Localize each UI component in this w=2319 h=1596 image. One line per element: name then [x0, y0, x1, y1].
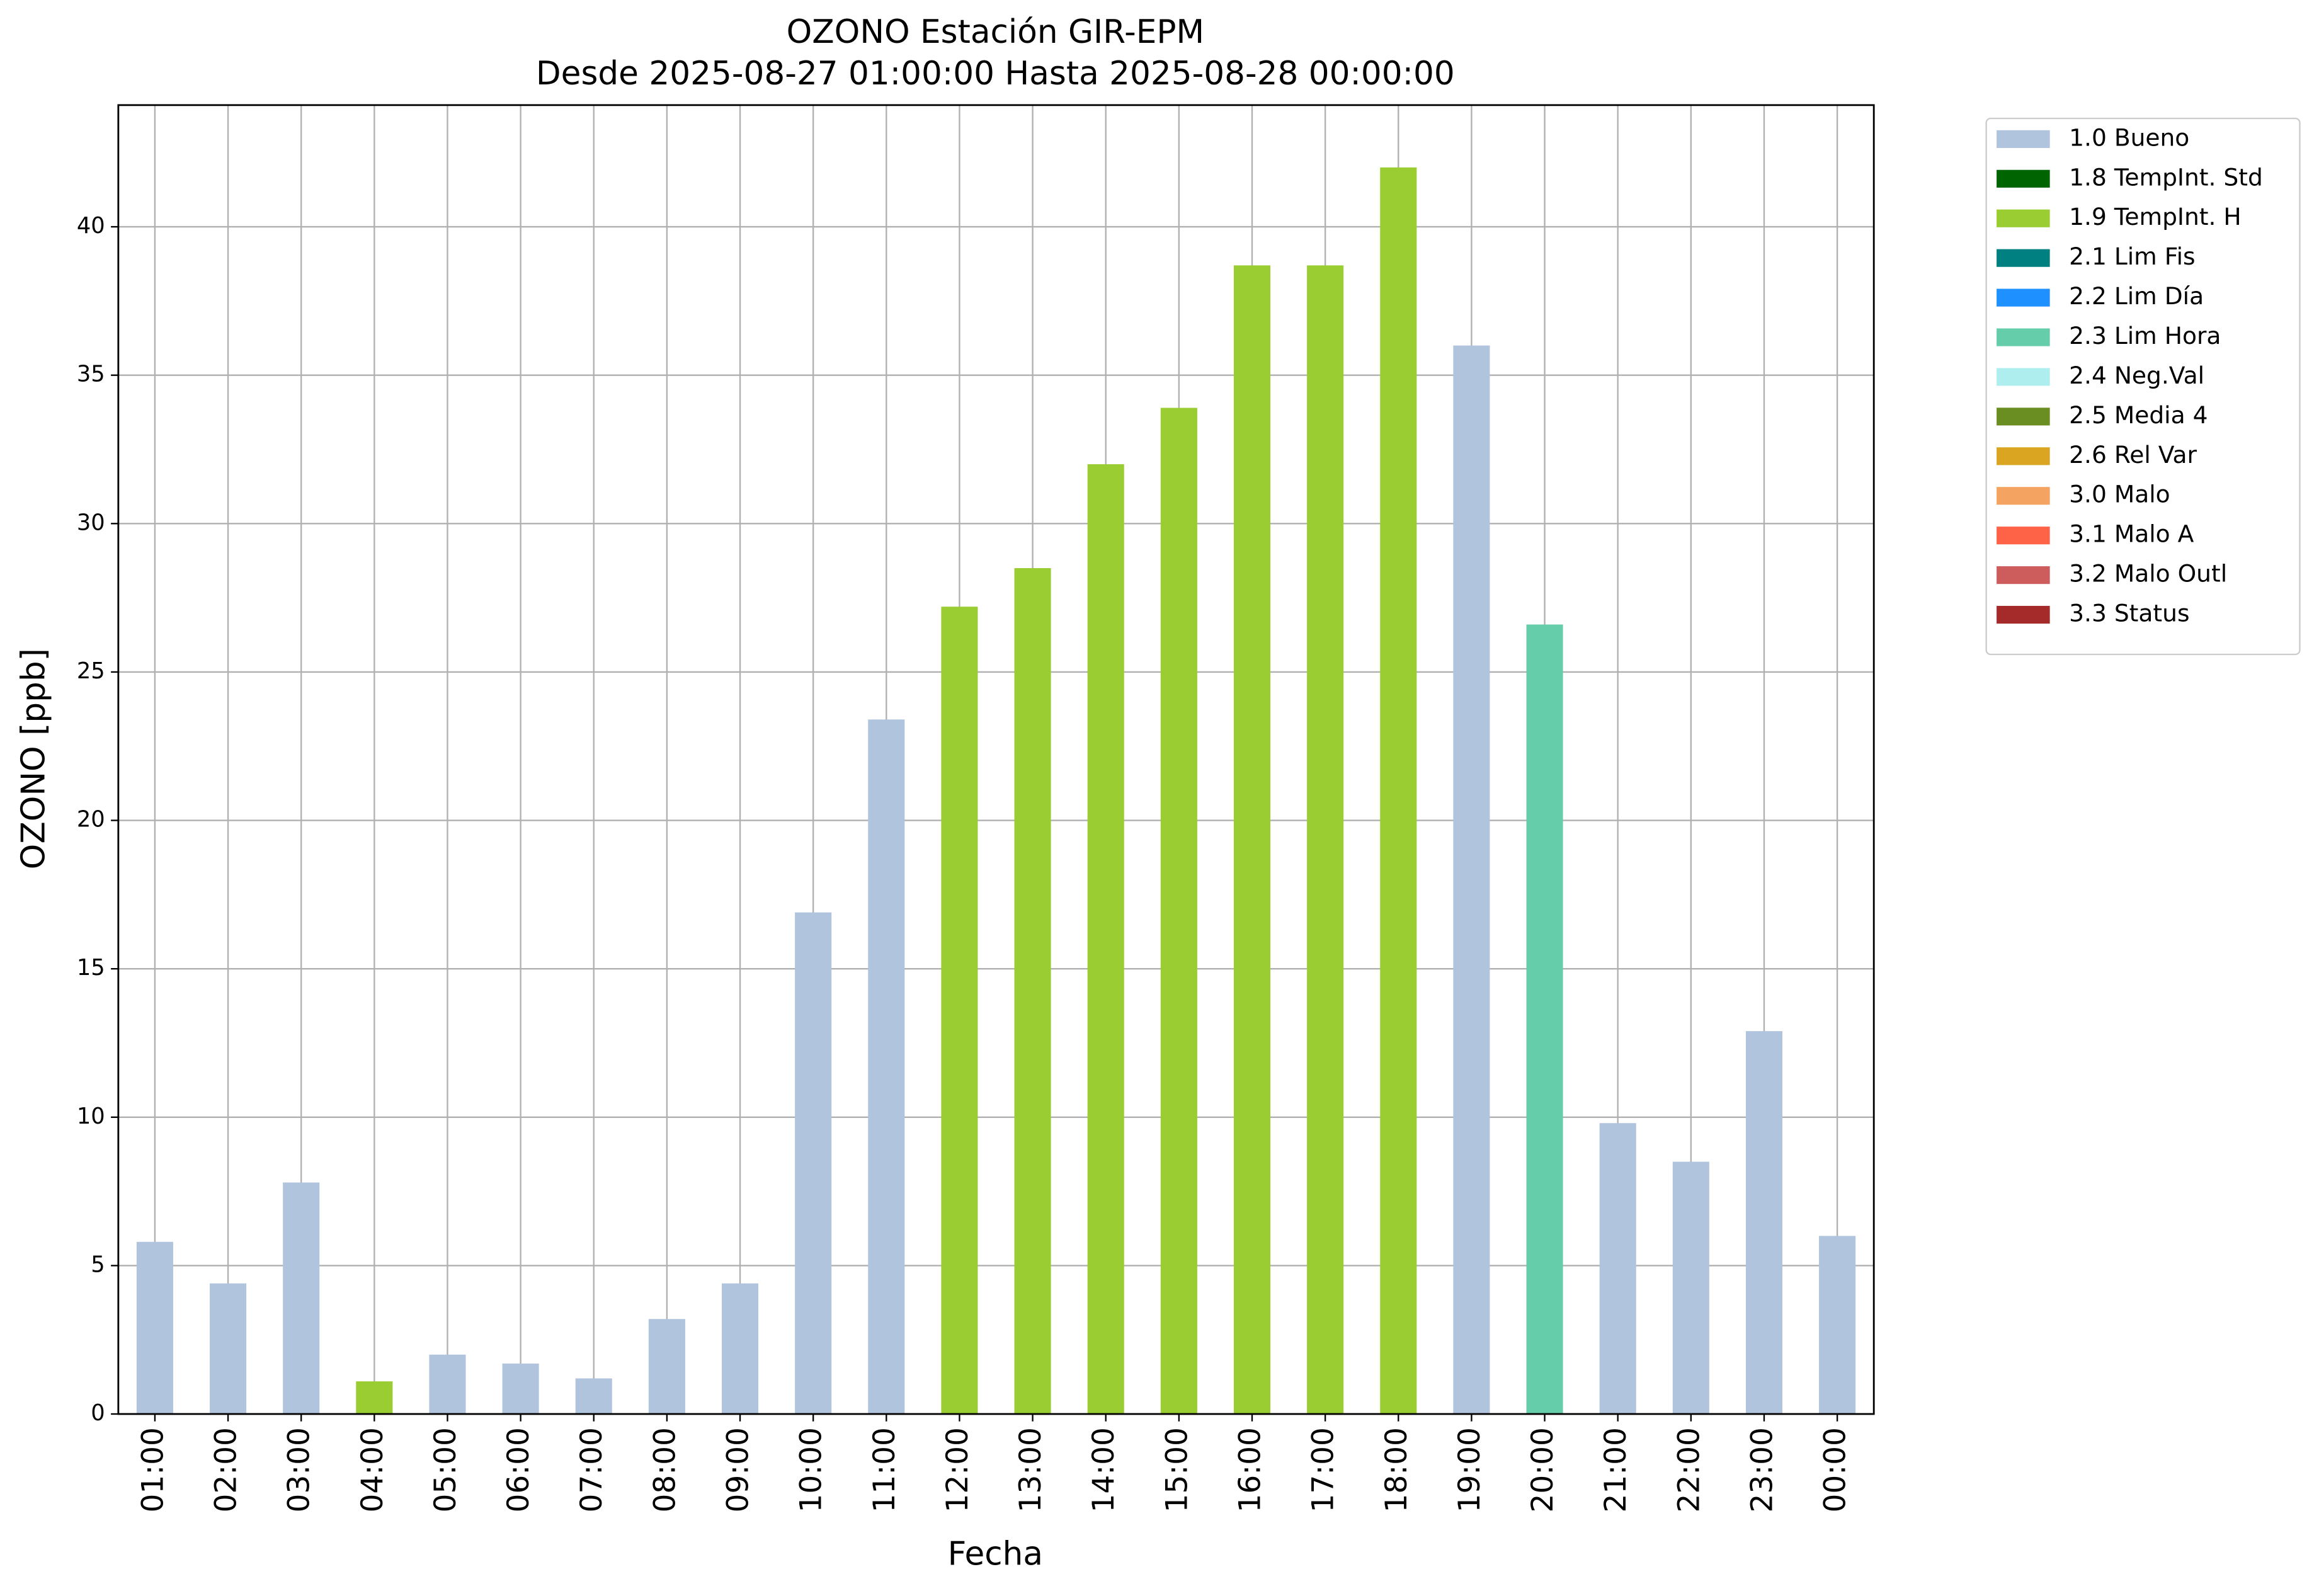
bar [1672, 1161, 1709, 1415]
bar [1014, 567, 1051, 1415]
y-tick-label: 0 [91, 1400, 105, 1426]
y-tick-label: 25 [77, 658, 105, 684]
x-tick-label: 21:00 [1598, 1427, 1633, 1512]
x-tick-label: 00:00 [1818, 1427, 1853, 1512]
x-tick-label: 05:00 [428, 1427, 463, 1512]
legend-swatch [1997, 605, 2050, 624]
x-tick-label: 01:00 [135, 1427, 170, 1512]
x-tick-label: 16:00 [1233, 1427, 1268, 1512]
y-tick-label: 30 [77, 510, 105, 535]
legend-label: 2.2 Lim Día [2069, 282, 2204, 310]
legend-label: 3.3 Status [2069, 600, 2189, 627]
legend-label: 1.0 Bueno [2069, 123, 2189, 151]
legend-label: 3.0 Malo [2069, 481, 2170, 508]
legend-swatch [1997, 288, 2050, 307]
x-tick-label: 06:00 [501, 1427, 536, 1512]
bar [1160, 408, 1197, 1415]
bar [1526, 624, 1563, 1415]
x-tick-label: 23:00 [1745, 1427, 1779, 1512]
legend-swatch [1997, 408, 2050, 426]
x-tick-label: 13:00 [1013, 1427, 1048, 1512]
bar [1745, 1031, 1783, 1415]
legend-label: 3.1 Malo A [2069, 520, 2194, 548]
legend-label: 1.8 TempInt. Std [2069, 163, 2263, 191]
x-tick-label: 03:00 [282, 1427, 317, 1512]
bar [722, 1283, 759, 1415]
legend-swatch [1997, 328, 2050, 346]
x-axis-label: Fecha [948, 1535, 1043, 1573]
legend-swatch [1997, 487, 2050, 505]
x-tick-label: 07:00 [574, 1427, 609, 1512]
x-tick-label: 08:00 [647, 1427, 682, 1512]
x-tick-label: 15:00 [1160, 1427, 1194, 1512]
legend-frame [1985, 117, 2301, 656]
bar [1599, 1123, 1636, 1415]
bar [356, 1381, 393, 1415]
legend-label: 2.1 Lim Fis [2069, 242, 2195, 270]
legend-label: 2.6 Rel Var [2069, 441, 2197, 469]
x-tick-label: 22:00 [1672, 1427, 1706, 1512]
y-tick-label: 15 [77, 955, 105, 981]
bar [283, 1182, 320, 1415]
bar [795, 912, 832, 1415]
legend-swatch [1997, 169, 2050, 188]
bar [210, 1283, 247, 1415]
x-tick-label: 17:00 [1306, 1427, 1341, 1512]
bar [502, 1363, 539, 1415]
legend-label: 2.4 Neg.Val [2069, 362, 2204, 389]
legend-label: 2.3 Lim Hora [2069, 322, 2221, 350]
legend-swatch [1997, 249, 2050, 267]
plot-frame [117, 104, 1875, 1415]
y-tick-label: 10 [77, 1103, 105, 1129]
bar [1819, 1236, 1856, 1415]
x-tick-label: 12:00 [940, 1427, 975, 1512]
bar [136, 1241, 173, 1415]
x-tick-label: 18:00 [1379, 1427, 1414, 1512]
legend-label: 3.2 Malo Outl [2069, 560, 2227, 588]
legend-swatch [1997, 566, 2050, 584]
x-tick-label: 10:00 [794, 1427, 829, 1512]
x-tick-label: 20:00 [1525, 1427, 1560, 1512]
legend-label: 2.5 Media 4 [2069, 401, 2208, 429]
y-tick-label: 20 [77, 807, 105, 833]
y-tick-label: 35 [77, 362, 105, 387]
x-tick-label: 04:00 [355, 1427, 390, 1512]
bar [1307, 265, 1344, 1415]
bar [1380, 167, 1417, 1415]
x-tick-label: 02:00 [209, 1427, 244, 1512]
legend-swatch [1997, 368, 2050, 386]
x-tick-label: 14:00 [1086, 1427, 1121, 1512]
bar [575, 1378, 612, 1415]
y-axis-label: OZONO [ppb] [14, 648, 52, 869]
legend-swatch [1997, 209, 2050, 227]
chart-title: OZONO Estación GIR-EPM [787, 13, 1204, 51]
chart-subtitle: Desde 2025-08-27 01:00:00 Hasta 2025-08-… [536, 55, 1455, 93]
y-tick-label: 5 [91, 1251, 105, 1277]
legend-swatch [1997, 130, 2050, 148]
bar [1453, 345, 1490, 1415]
bar [868, 719, 905, 1415]
x-tick-label: 09:00 [721, 1427, 756, 1512]
bar [429, 1354, 466, 1415]
legend-label: 1.9 TempInt. H [2069, 203, 2242, 231]
y-tick-label: 40 [77, 213, 105, 239]
bar [941, 607, 978, 1415]
bar [1233, 265, 1271, 1415]
x-tick-label: 19:00 [1452, 1427, 1487, 1512]
legend-swatch [1997, 527, 2050, 545]
legend-swatch [1997, 447, 2050, 465]
bar [648, 1319, 685, 1415]
bar [1087, 464, 1124, 1415]
x-tick-label: 11:00 [867, 1427, 902, 1512]
